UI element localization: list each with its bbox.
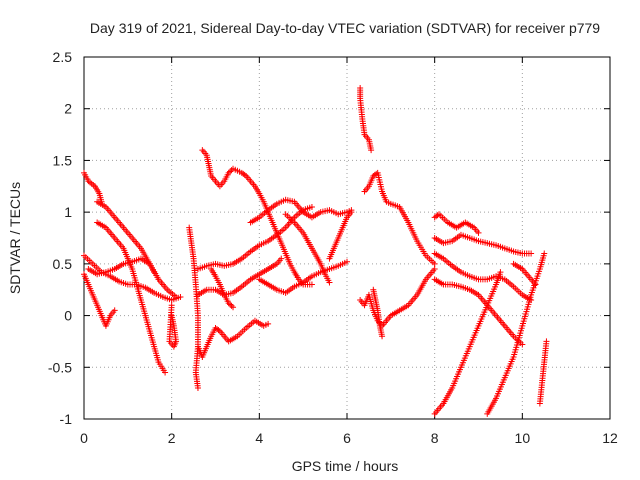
data-point (225, 300, 232, 307)
series-arc-p (282, 211, 333, 286)
y-tick-label: 1 (64, 204, 72, 220)
data-point (532, 281, 539, 288)
data-point (541, 250, 548, 257)
data-point (151, 269, 158, 276)
series-arc-cc (510, 260, 539, 288)
y-tick-label: -1 (60, 411, 73, 427)
series-arc-l (194, 317, 272, 360)
y-tick-label: 0 (64, 308, 72, 324)
data-point (308, 281, 315, 288)
series-arc-y (431, 269, 504, 417)
data-point (241, 171, 248, 178)
series-arc-e (94, 219, 169, 376)
x-tick-label: 0 (80, 430, 88, 446)
series-arc-f (81, 271, 118, 329)
data-point (227, 301, 234, 308)
data-point (194, 384, 201, 391)
data-point (475, 229, 482, 236)
chart-title: Day 319 of 2021, Sidereal Day-to-day VTE… (90, 20, 600, 36)
y-tick-label: 1.5 (53, 152, 73, 168)
series-arc-h (186, 224, 201, 391)
data-point (168, 302, 175, 309)
series-arc-g (166, 302, 180, 350)
data-point (519, 341, 526, 348)
data-point (265, 320, 272, 327)
series-arc-w (431, 231, 535, 257)
series-arc-a (81, 169, 105, 205)
data-point (431, 260, 438, 267)
data-point (326, 279, 333, 286)
y-tick-label: 2 (64, 101, 72, 117)
data-point (368, 147, 375, 154)
data-point (528, 250, 535, 257)
series-arc-r (357, 85, 375, 154)
series-arc-i (199, 147, 315, 288)
data-point (225, 169, 232, 176)
y-tick-label: 0.5 (53, 256, 73, 272)
y-tick-label: -0.5 (48, 359, 72, 375)
data-point (543, 338, 550, 345)
data-point (344, 258, 350, 265)
x-tick-label: 6 (343, 430, 351, 446)
data-point (278, 255, 285, 262)
x-tick-label: 2 (168, 430, 176, 446)
series-arc-m (208, 266, 237, 311)
data-point (228, 302, 235, 309)
data-point (497, 269, 504, 276)
series-arc-q (326, 209, 355, 262)
data-point (227, 168, 234, 175)
data-point (308, 203, 315, 210)
data-point (177, 293, 184, 300)
x-tick-label: 8 (431, 430, 439, 446)
series-arc-k (194, 203, 315, 273)
data-point (215, 327, 222, 334)
data-point (111, 307, 118, 314)
data-point (434, 212, 441, 219)
y-tick-label: 2.5 (53, 49, 73, 65)
x-axis-label: GPS time / hours (292, 458, 399, 474)
x-tick-label: 4 (255, 430, 263, 446)
data-point (230, 304, 237, 311)
series-arc-o (247, 196, 355, 226)
series-arc-t (357, 266, 438, 329)
x-tick-label: 10 (515, 430, 531, 446)
data-point (379, 333, 386, 340)
y-axis-label: SDTVAR / TECUs (7, 182, 23, 294)
series-arc-u (370, 286, 386, 340)
data-points (81, 85, 550, 417)
series-arc-bb (536, 338, 550, 407)
data-point (431, 266, 438, 273)
x-tick-label: 12 (602, 430, 618, 446)
series-arc-s (361, 169, 438, 267)
series-arc-aa (431, 211, 482, 236)
series-arc-x (431, 276, 526, 348)
data-point (348, 209, 355, 216)
axis-ticks: 0 2 4 6 8 10 12 -1 -0.5 0 0.5 1 1.5 2 2.5 (48, 49, 618, 446)
data-point (162, 369, 169, 376)
series-arc-b (94, 198, 180, 300)
